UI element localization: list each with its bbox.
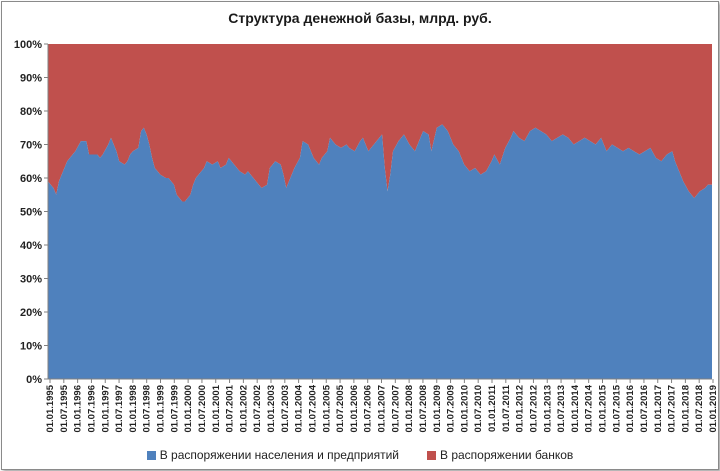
x-tick-label: 01.01.2017 [653, 385, 664, 433]
x-tick-label: 01.01.2009 [432, 385, 443, 433]
x-tick-label: 01.01.2012 [515, 385, 526, 433]
legend-label: В распоряжении банков [439, 448, 574, 463]
series-area-population [48, 124, 712, 380]
x-tick-label: 01.07.2002 [252, 385, 263, 433]
y-tick-label: 0% [26, 374, 42, 386]
x-tick-label: 01.07.2016 [639, 385, 650, 433]
x-tick-label: 01.01.1998 [128, 385, 139, 433]
x-tick-label: 01.07.2013 [556, 385, 567, 433]
x-tick-label: 01.07.2006 [363, 385, 374, 433]
y-tick-label: 70% [20, 140, 42, 152]
x-tick-label: 01.01.1996 [73, 385, 84, 433]
series-area-banks [48, 44, 712, 202]
x-tick-label: 01.07.2012 [528, 385, 539, 433]
y-tick-label: 50% [20, 207, 42, 219]
y-tick-label: 100% [14, 39, 42, 51]
legend-swatch [426, 450, 436, 460]
x-tick-label: 01.07.1999 [169, 385, 180, 433]
x-tick-label: 01.01.1995 [45, 384, 56, 432]
x-tick-label: 01.01.2019 [708, 385, 718, 433]
x-tick-label: 01.01.2016 [625, 385, 636, 433]
y-tick-label: 10% [20, 341, 42, 353]
x-tick-label: 01.07.1995 [59, 384, 70, 432]
x-tick-label: 01.01.1999 [156, 385, 167, 433]
x-tick-label: 01.01.1997 [100, 385, 111, 433]
x-tick-label: 01.07.2011 [501, 384, 512, 432]
legend-item: В распоряжении населения и предприятий [146, 447, 399, 463]
x-tick-label: 01.01.2001 [211, 384, 222, 432]
legend-item: В распоряжении банков [426, 447, 574, 463]
x-tick-label: 01.07.2014 [584, 384, 595, 432]
x-tick-label: 01.01.2014 [570, 384, 581, 432]
x-tick-label: 01.01.2013 [542, 385, 553, 433]
x-tick-label: 01.07.2017 [667, 385, 678, 433]
x-tick-label: 01.07.2007 [390, 385, 401, 433]
x-tick-label: 01.07.2005 [335, 384, 346, 432]
x-tick-label: 01.01.2003 [266, 385, 277, 433]
x-tick-label: 01.01.2004 [294, 384, 305, 432]
y-tick-label: 40% [20, 240, 42, 252]
x-tick-label: 01.07.2010 [473, 385, 484, 433]
x-tick-label: 01.07.2018 [694, 385, 705, 433]
x-tick-label: 01.01.2015 [598, 384, 609, 432]
x-tick-label: 01.01.2008 [404, 385, 415, 433]
x-tick-label: 01.07.2015 [611, 384, 622, 432]
legend-swatch [146, 450, 156, 460]
legend-label: В распоряжении населения и предприятий [159, 448, 399, 463]
y-tick-label: 90% [20, 73, 42, 85]
chart-legend: В распоряжении населения и предприятий В … [2, 447, 718, 462]
chart-title: Структура денежной базы, млрд. руб. [228, 10, 492, 26]
x-tick-label: 01.07.2003 [280, 385, 291, 433]
x-tick-label: 01.01.2002 [238, 385, 249, 433]
x-tick-label: 01.01.2005 [321, 384, 332, 432]
x-tick-label: 01.07.1997 [114, 385, 125, 433]
x-tick-label: 01.07.1998 [142, 385, 153, 433]
y-tick-label: 80% [20, 106, 42, 118]
x-tick-label: 01.07.2000 [197, 385, 208, 433]
x-tick-label: 01.01.2010 [459, 385, 470, 433]
x-tick-label: 01.01.2007 [377, 385, 388, 433]
y-tick-label: 20% [20, 307, 42, 319]
y-tick-label: 60% [20, 173, 42, 185]
y-tick-label: 30% [20, 274, 42, 286]
x-tick-label: 01.07.1996 [86, 385, 97, 433]
x-tick-label: 01.01.2011 [487, 384, 498, 432]
x-tick-label: 01.07.2001 [225, 384, 236, 432]
x-tick-label: 01.01.2006 [349, 385, 360, 433]
x-tick-label: 01.07.2009 [446, 385, 457, 433]
x-tick-label: 01.07.2008 [418, 385, 429, 433]
x-tick-label: 01.01.2000 [183, 385, 194, 433]
x-tick-label: 01.07.2004 [307, 384, 318, 432]
x-tick-label: 01.01.2018 [680, 385, 691, 433]
